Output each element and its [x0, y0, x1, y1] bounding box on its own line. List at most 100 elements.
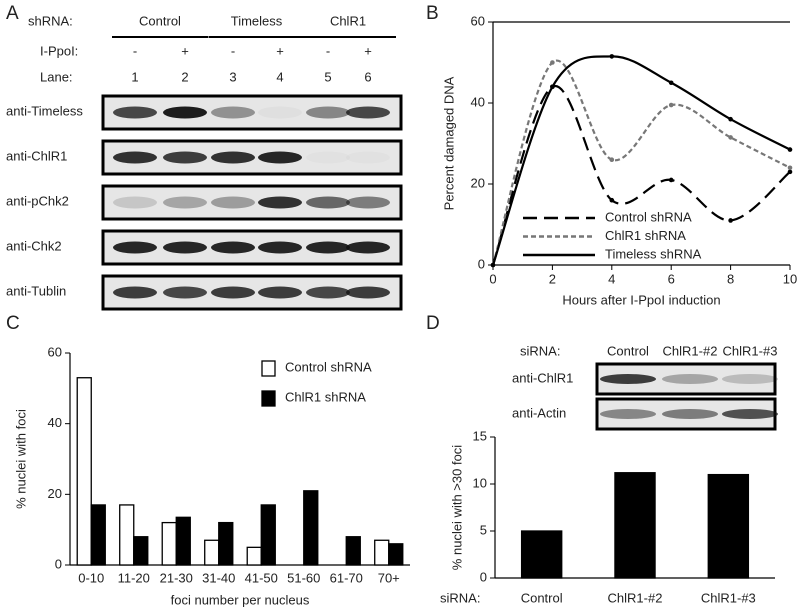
blot-band: [258, 241, 302, 254]
y-tick-label: 60: [48, 344, 62, 359]
bar: [374, 539, 390, 566]
blot-band: [346, 106, 390, 119]
blot-row-label: anti-Timeless: [6, 103, 83, 118]
x-tick-label: 0-10: [78, 570, 104, 585]
point: [490, 262, 496, 268]
lane-number: 4: [276, 69, 283, 84]
bar: [76, 377, 92, 566]
blot-band: [346, 241, 390, 254]
bar: [161, 521, 177, 566]
point: [728, 116, 733, 122]
panel-label: B: [426, 3, 439, 24]
blot-row-label: anti-ChlR1: [6, 148, 67, 163]
blot-header: siRNA:: [520, 343, 560, 358]
blot-band: [163, 106, 207, 119]
treatment-sign: -: [133, 43, 137, 58]
blot-band: [113, 196, 157, 209]
y-tick-label: 40: [48, 415, 62, 430]
blot-band: [346, 152, 390, 164]
blot-band: [163, 286, 207, 299]
bar: [246, 546, 262, 566]
x-tick-label: Control: [521, 590, 563, 605]
group-label: ChlR1: [330, 13, 366, 28]
legend-swatch: [261, 360, 276, 377]
blot-row-label: anti-pChk2: [6, 193, 69, 208]
x-tick-label: 31-40: [202, 570, 235, 585]
x-tick-label: 21-30: [160, 570, 193, 585]
y-tick-label: 0: [480, 569, 487, 584]
lane-number: 5: [324, 69, 331, 84]
panel-label: D: [426, 313, 440, 334]
blot-band: [722, 374, 778, 384]
group-label: Timeless: [231, 13, 283, 28]
x-tick-label: 11-20: [118, 570, 150, 585]
blot-band: [306, 106, 350, 119]
y-tick-label: 0: [478, 256, 485, 271]
point: [609, 54, 615, 59]
blot-band: [306, 152, 350, 164]
bar: [303, 490, 319, 566]
blot-header: Lane:: [40, 69, 73, 84]
point: [668, 177, 674, 183]
blot-band: [306, 286, 350, 299]
y-tick-label: 0: [55, 556, 62, 571]
treatment-sign: -: [326, 43, 330, 58]
blot-band: [163, 151, 207, 164]
point: [609, 197, 615, 203]
x-axis-label: Hours after I-PpoI induction: [562, 292, 720, 307]
y-tick-label: 60: [471, 13, 485, 28]
x-tick-label: 51-60: [287, 570, 320, 585]
blot-row-label: anti-Tublin: [6, 283, 66, 298]
blot-band: [662, 409, 718, 419]
legend-label: ChlR1 shRNA: [605, 228, 686, 243]
group-label: Control: [139, 13, 181, 28]
blot-band: [306, 241, 350, 254]
bar: [204, 539, 220, 566]
bar: [133, 536, 149, 566]
lane-label: ChlR1-#2: [663, 343, 718, 358]
lane-number: 2: [181, 69, 188, 84]
blot-band: [346, 196, 390, 209]
bar: [388, 543, 404, 566]
x-tick-label: 41-50: [245, 570, 278, 585]
panel-label: A: [6, 3, 19, 24]
blot-row-label: anti-Chk2: [6, 238, 62, 253]
y-axis-label: % nuclei with foci: [13, 409, 28, 509]
blot-band: [113, 151, 157, 164]
x-tick-label: 6: [668, 271, 675, 286]
bar: [614, 472, 656, 579]
line-series: [491, 85, 791, 266]
x-tick-label: 61-70: [330, 570, 363, 585]
legend-label: Control shRNA: [285, 359, 372, 374]
blot-band: [211, 151, 255, 164]
blot-band: [113, 241, 157, 254]
lane-label: Control: [607, 343, 649, 358]
blot-band: [346, 286, 390, 299]
lane-label: ChlR1-#3: [723, 343, 778, 358]
blot-row-label: anti-ChlR1: [512, 370, 573, 385]
y-tick-label: 10: [473, 475, 487, 490]
bar: [119, 504, 135, 566]
x-tick-label: 4: [608, 271, 615, 286]
y-tick-label: 20: [471, 175, 485, 190]
treatment-sign: -: [231, 43, 235, 58]
bar: [218, 521, 234, 566]
point: [787, 169, 793, 175]
point: [550, 60, 555, 65]
blot-band: [258, 286, 302, 299]
blot-band: [258, 196, 302, 209]
point: [787, 147, 793, 152]
blot-band: [211, 196, 255, 209]
blot-band: [163, 241, 207, 254]
bar: [175, 516, 191, 566]
y-tick-label: 20: [48, 486, 62, 501]
y-axis-label: % nuclei with >30 foci: [449, 445, 464, 570]
legend-swatch: [261, 390, 276, 407]
blot-band: [113, 106, 157, 119]
blot-band: [113, 286, 157, 299]
blot-band: [306, 196, 350, 209]
x-axis-label: foci number per nucleus: [171, 592, 310, 607]
bar: [520, 530, 563, 579]
lane-number: 3: [229, 69, 236, 84]
